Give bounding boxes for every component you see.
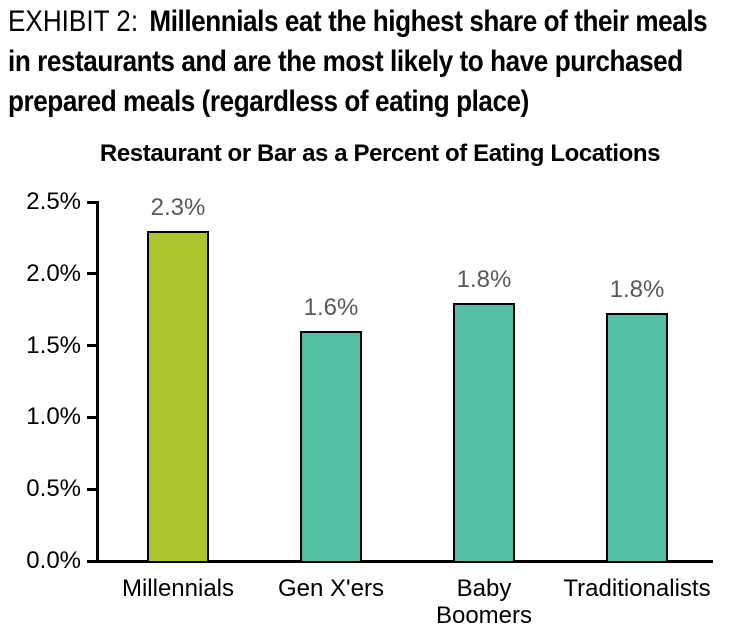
x-axis-line: [96, 560, 713, 563]
y-axis-tick: [87, 272, 97, 276]
y-axis-tick: [87, 559, 97, 563]
bar-gen-x-ers: [300, 331, 362, 563]
bar-value-label-traditionalists: 1.8%: [609, 275, 665, 303]
y-axis-tick-label: 1.5%: [26, 331, 81, 359]
exhibit-heading-line-3: prepared meals (regardless of eating pla…: [8, 85, 529, 118]
bar-value-label-millennials: 2.3%: [150, 193, 206, 221]
exhibit-title-part-1: Millennials eat the highest share of the…: [149, 5, 708, 38]
bar-millennials: [147, 230, 209, 563]
bar-traditionalists: [606, 312, 668, 563]
y-axis-tick: [87, 487, 97, 491]
y-axis-tick: [87, 415, 97, 419]
y-axis-line: [96, 201, 99, 563]
bar-value-label-baby-boomers: 1.8%: [456, 265, 512, 293]
y-axis-tick-label: 2.0%: [26, 259, 81, 287]
y-axis-tick: [87, 200, 97, 204]
y-axis-tick: [87, 344, 97, 348]
y-axis-tick-label: 0.0%: [26, 547, 81, 574]
exhibit-heading-line-2: in restaurants and are the most likely t…: [8, 45, 683, 78]
bar-baby-boomers: [453, 302, 515, 563]
exhibit-heading-line-1: EXHIBIT 2: Millennials eat the highest sh…: [8, 2, 708, 42]
x-axis-category-label-gen-x-ers: Gen X'ers: [278, 575, 384, 602]
chart-title: Restaurant or Bar as a Percent of Eating…: [99, 140, 661, 167]
x-axis-category-label-baby-boomers: Baby Boomers: [435, 575, 533, 629]
x-axis-category-label-millennials: Millennials: [121, 575, 235, 602]
bar-value-label-gen-x-ers: 1.6%: [303, 294, 359, 322]
y-axis-tick-label: 0.5%: [26, 475, 81, 503]
y-axis-tick-label: 2.5%: [26, 188, 81, 215]
exhibit-label: EXHIBIT 2:: [8, 5, 139, 38]
y-axis-tick-label: 1.0%: [26, 403, 81, 431]
exhibit-heading: EXHIBIT 2: Millennials eat the highest sh…: [8, 2, 708, 122]
x-axis-category-label-traditionalists: Traditionalists: [563, 575, 711, 602]
